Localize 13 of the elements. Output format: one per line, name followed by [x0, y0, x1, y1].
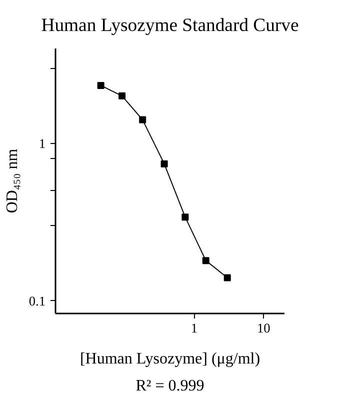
- point: [118, 92, 126, 100]
- point: [139, 116, 146, 124]
- chart-title: Human Lysozyme Standard Curve: [41, 15, 299, 36]
- y-axis-title: OD₄₅₀ nm: [4, 148, 21, 214]
- point: [182, 214, 189, 221]
- point: [202, 257, 210, 264]
- point: [97, 82, 104, 89]
- x-tick-label: 10: [256, 320, 271, 336]
- x-axis-title: [Human Lysozyme] (μg/ml): [80, 350, 260, 368]
- y-tick-label: 0.1: [28, 293, 46, 308]
- point: [160, 160, 168, 168]
- text: R² = 0.999: [136, 378, 204, 394]
- point: [224, 274, 231, 282]
